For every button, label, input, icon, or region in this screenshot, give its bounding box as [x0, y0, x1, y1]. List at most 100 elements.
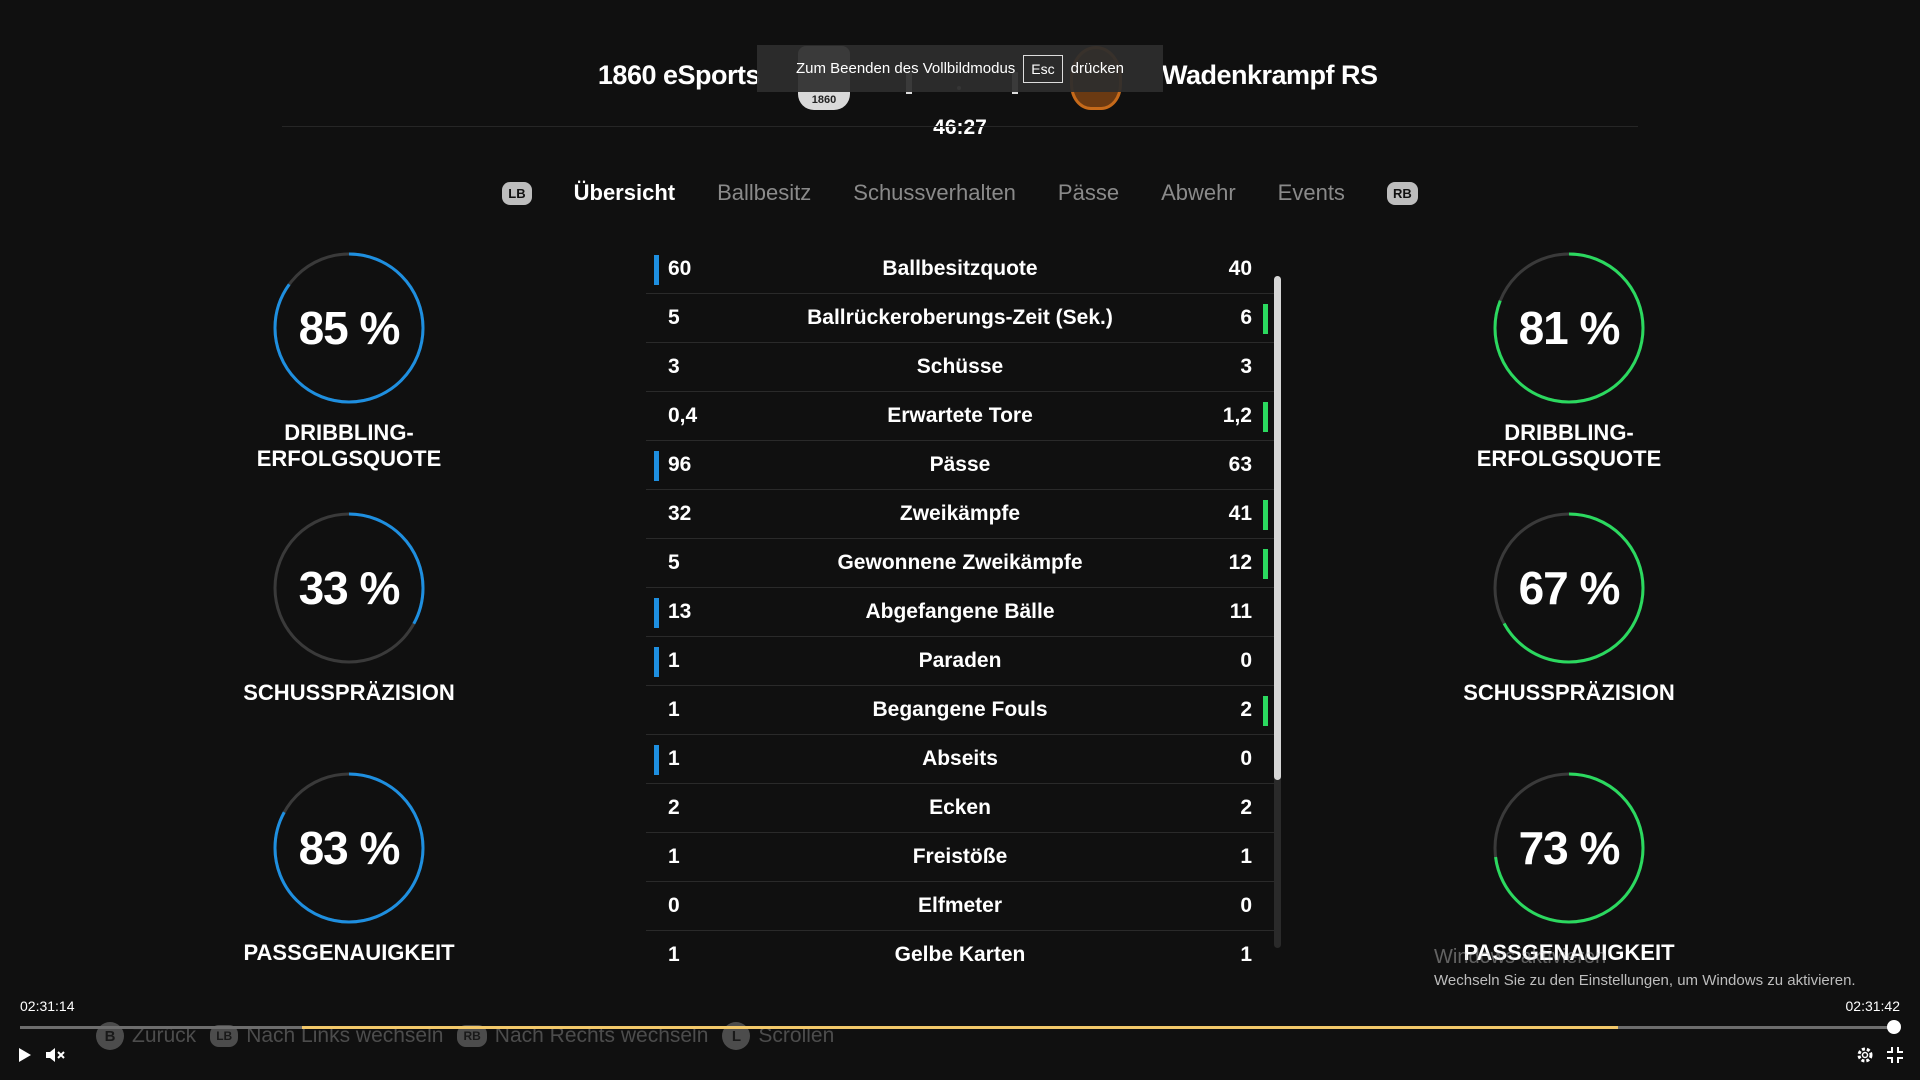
current-time: 02:31:14	[20, 998, 75, 1014]
stat-away-value: 0	[1240, 894, 1252, 917]
gauge-ring	[273, 252, 425, 404]
gauge-ring	[1493, 512, 1645, 664]
stat-away-value: 6	[1240, 306, 1252, 329]
lb-bumper-icon[interactable]: LB	[502, 181, 532, 205]
toast-text-before: Zum Beenden des Vollbildmodus	[795, 60, 1016, 77]
duration: 02:31:42	[1845, 998, 1901, 1014]
gauge-arc	[273, 772, 425, 924]
gauge-ring	[1493, 772, 1645, 924]
stat-row: 96 Pässe 63	[646, 441, 1274, 490]
stat-name: Erwartete Tore	[887, 404, 1033, 427]
stat-name: Ecken	[929, 796, 991, 819]
stat-home-value: 1	[668, 649, 680, 672]
stat-away-value: 40	[1228, 257, 1252, 280]
stat-name: Begangene Fouls	[872, 698, 1048, 721]
exit-fullscreen-button[interactable]	[1884, 1044, 1906, 1066]
tab-abwehr[interactable]: Abwehr	[1161, 180, 1236, 205]
stat-name: Gewonnene Zweikämpfe	[837, 551, 1083, 574]
home-lead-marker	[654, 647, 659, 677]
rb-bumper-icon[interactable]: RB	[1386, 181, 1418, 205]
stat-row: 1 Abseits 0	[646, 735, 1274, 784]
header-divider	[282, 126, 1638, 127]
hint-nach-links-wechseln: LB Nach Links wechseln	[210, 1024, 443, 1048]
controller-button-icon: RB	[457, 1025, 487, 1047]
stat-row: 13 Abgefangene Bälle 11	[646, 588, 1274, 637]
stat-name: Elfmeter	[917, 894, 1003, 917]
gauge-arc	[1493, 512, 1645, 664]
video-progress-bar[interactable]	[20, 1020, 1901, 1034]
stat-away-value: 3	[1240, 355, 1252, 378]
tab-uebersicht[interactable]: Übersicht	[573, 180, 676, 205]
hint-label: Zurück	[132, 1024, 197, 1047]
gauge-label: SCHUSSPRÄZISION	[243, 680, 455, 705]
stat-home-value: 0,4	[668, 404, 698, 427]
play-button[interactable]	[14, 1044, 36, 1066]
stat-name: Abseits	[922, 747, 998, 770]
gauge-arc	[273, 512, 425, 664]
tab-schussverhalten[interactable]: Schussverhalten	[853, 180, 1016, 205]
home-team-name: 1860 eSports	[597, 60, 761, 90]
stat-away-value: 63	[1228, 453, 1252, 476]
stat-name: Zweikämpfe	[899, 502, 1021, 525]
stat-home-value: 32	[668, 502, 692, 525]
home-crest-text: 1860	[811, 94, 837, 106]
away-gauge: 67 % SCHUSSPRÄZISION	[1414, 510, 1724, 706]
stat-home-value: 0	[668, 894, 680, 917]
stat-row: 1 Paraden 0	[646, 637, 1274, 686]
stat-name: Freistöße	[912, 845, 1008, 868]
gauge-value: 83 %	[298, 822, 401, 874]
gauge-arc	[273, 252, 425, 404]
gauge-arc	[1493, 772, 1645, 924]
gauge-label: PASSGENAUIGKEIT	[1463, 940, 1675, 965]
stat-home-value: 5	[668, 306, 680, 329]
gauge-value: 67 %	[1518, 562, 1621, 614]
stat-away-value: 12	[1228, 551, 1252, 574]
away-gauge: 73 % PASSGENAUIGKEIT	[1414, 770, 1724, 966]
gauge-label: DRIBBLING-ERFOLGSQUOTE	[1476, 420, 1662, 471]
stat-row: 3 Schüsse 3	[646, 343, 1274, 392]
gauge-value: 81 %	[1518, 302, 1621, 354]
toast-text-after: drücken	[1070, 60, 1125, 77]
gauge-ring	[273, 512, 425, 664]
settings-button[interactable]	[1854, 1044, 1876, 1066]
hint-label: Nach Links wechseln	[246, 1024, 444, 1047]
away-lead-marker	[1263, 304, 1268, 334]
stat-home-value: 60	[668, 257, 692, 280]
stat-row: 0,4 Erwartete Tore 1,2	[646, 392, 1274, 441]
stat-home-value: 1	[668, 845, 680, 868]
gauge-ring	[273, 772, 425, 924]
fullscreen-exit-toast: Zum Beenden des Vollbildmodus Esc drücke…	[757, 45, 1163, 92]
windows-activation-subtitle: Wechseln Sie zu den Einstellungen, um Wi…	[1434, 972, 1856, 989]
progress-highlight	[302, 1026, 1618, 1029]
stat-row: 1 Gelbe Karten 1	[646, 931, 1274, 969]
tab-events[interactable]: Events	[1277, 180, 1345, 205]
controller-button-icon: LB	[210, 1025, 239, 1047]
away-lead-marker	[1263, 402, 1268, 432]
stat-home-value: 96	[668, 453, 692, 476]
stat-row: 1 Freistöße 1	[646, 833, 1274, 882]
gauge-ring	[1493, 252, 1645, 404]
stat-name: Abgefangene Bälle	[865, 600, 1055, 623]
stat-away-value: 2	[1240, 796, 1252, 819]
stat-name: Ballrückeroberungs-Zeit (Sek.)	[807, 306, 1113, 329]
stat-away-value: 0	[1240, 649, 1252, 672]
stat-away-value: 41	[1228, 502, 1252, 525]
mute-button[interactable]	[44, 1044, 66, 1066]
stat-home-value: 13	[668, 600, 692, 623]
home-lead-marker	[654, 451, 659, 481]
gauge-label: SCHUSSPRÄZISION	[1463, 680, 1675, 705]
esc-key-badge: Esc	[1023, 54, 1063, 83]
stat-away-value: 1	[1240, 845, 1252, 868]
progress-knob[interactable]	[1887, 1020, 1901, 1034]
hint-label: Nach Rechts wechseln	[494, 1024, 709, 1047]
home-gauge: 85 % DRIBBLING-ERFOLGSQUOTE	[194, 250, 504, 472]
stats-scrollbar[interactable]	[1274, 276, 1281, 948]
stat-row: 5 Ballrückeroberungs-Zeit (Sek.) 6	[646, 294, 1274, 343]
home-gauge: 83 % PASSGENAUIGKEIT	[194, 770, 504, 966]
stats-scrollbar-thumb[interactable]	[1274, 276, 1281, 780]
away-lead-marker	[1263, 500, 1268, 530]
stat-name: Schüsse	[916, 355, 1004, 378]
tab-paesse[interactable]: Pässe	[1057, 180, 1120, 205]
stat-row: 0 Elfmeter 0	[646, 882, 1274, 931]
tab-ballbesitz[interactable]: Ballbesitz	[717, 180, 812, 205]
